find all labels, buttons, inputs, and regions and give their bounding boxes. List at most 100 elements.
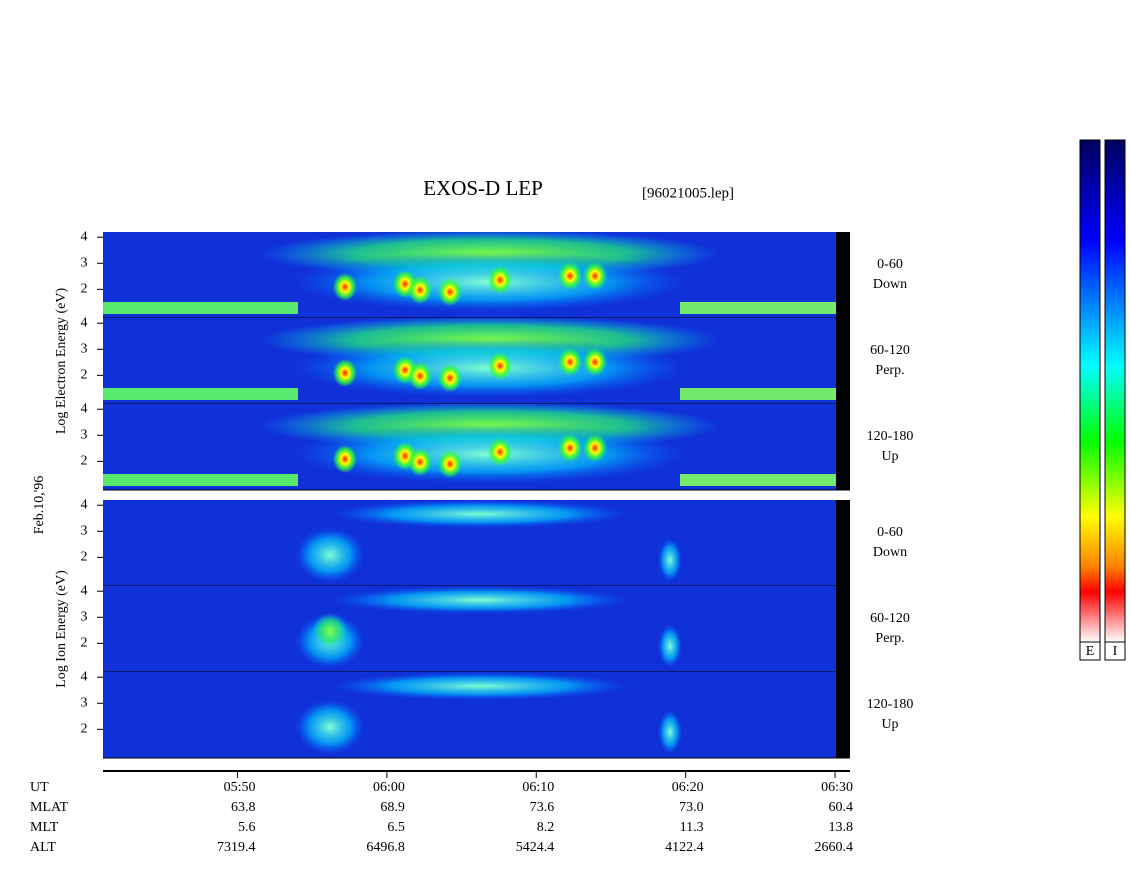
y-tick-label: 4 (81, 315, 88, 330)
ephemeris-value: 2660.4 (815, 840, 854, 855)
spectrogram-edge (836, 404, 850, 490)
ephemeris-value: 6.5 (387, 820, 405, 835)
feature (333, 273, 357, 301)
feature (312, 613, 348, 649)
colorbar (1104, 139, 1126, 643)
x-tick-label: 06:30 (821, 780, 853, 795)
feature (330, 500, 630, 528)
feature (438, 364, 462, 392)
y-tick-label: 4 (81, 401, 88, 416)
colorbar-label: E (1086, 644, 1095, 659)
ephemeris-value: 5424.4 (516, 840, 555, 855)
ephemeris-label: ALT (30, 840, 56, 855)
direction-label: Perp. (875, 631, 904, 646)
title: EXOS-D LEP (423, 176, 543, 200)
feature (658, 538, 682, 582)
y-tick-label: 4 (81, 583, 88, 598)
feature (333, 359, 357, 387)
low-energy-band (103, 474, 298, 486)
y-tick-label: 4 (81, 497, 88, 512)
y-tick-label: 2 (81, 550, 88, 565)
ephemeris-value: 60.4 (829, 800, 854, 815)
pitch-label: 60-120 (870, 343, 910, 358)
colorbar (1079, 139, 1101, 643)
x-tick-label: 06:00 (373, 780, 405, 795)
y-tick-label: 2 (81, 454, 88, 469)
feature (488, 438, 512, 466)
feature (333, 445, 357, 473)
filename: [96021005.lep] (642, 185, 734, 201)
ephemeris-value: 68.9 (380, 800, 405, 815)
direction-label: Down (873, 545, 907, 560)
feature (658, 624, 682, 668)
pitch-label: 120-180 (867, 697, 914, 712)
spectrogram-edge (836, 232, 850, 318)
ephemeris-value: 73.6 (530, 800, 555, 815)
y-tick-label: 3 (81, 255, 88, 270)
direction-label: Up (881, 717, 898, 732)
ephemeris-value: 73.0 (679, 800, 704, 815)
x-tick-label: 06:20 (672, 780, 704, 795)
feature (558, 262, 582, 290)
ephemeris-value: 8.2 (537, 820, 555, 835)
feature (330, 586, 630, 614)
direction-label: Perp. (875, 363, 904, 378)
x-tick-label: 05:50 (224, 780, 256, 795)
ephemeris-value: 5.6 (238, 820, 256, 835)
y-tick-label: 3 (81, 523, 88, 538)
date-label: Feb.10,'96 (32, 476, 47, 535)
y-tick-label: 4 (81, 669, 88, 684)
spectrogram-features (103, 404, 836, 486)
spectrogram-edge (836, 672, 850, 758)
spectrogram-edge (836, 500, 850, 586)
spectrogram-features (103, 318, 836, 400)
feature (583, 262, 607, 290)
feature (408, 276, 432, 304)
ephemeris-value: 4122.4 (665, 840, 704, 855)
ephemeris-label: MLAT (30, 800, 69, 815)
spectrogram-features (295, 672, 682, 755)
y-tick-label: 2 (81, 368, 88, 383)
spectrogram-features (295, 586, 682, 669)
y-tick-label: 3 (81, 427, 88, 442)
feature (558, 348, 582, 376)
spectrogram-features (103, 232, 836, 314)
feature (658, 710, 682, 754)
ephemeris-value: 6496.8 (366, 840, 405, 855)
low-energy-band (103, 302, 298, 314)
feature (438, 278, 462, 306)
spectrogram-edge (836, 318, 850, 404)
feature (408, 448, 432, 476)
y-tick-label: 3 (81, 341, 88, 356)
ephemeris-value: 11.3 (680, 820, 704, 835)
y-axis-label: Log Electron Energy (eV) (54, 288, 69, 435)
ephemeris-label: MLT (30, 820, 59, 835)
direction-label: Up (881, 449, 898, 464)
feature (295, 527, 365, 583)
low-energy-band (680, 302, 836, 314)
y-tick-label: 4 (81, 229, 88, 244)
colorbar-label: I (1113, 644, 1118, 659)
pitch-label: 0-60 (877, 257, 903, 272)
feature (488, 352, 512, 380)
low-energy-band (103, 388, 298, 400)
direction-label: Down (873, 277, 907, 292)
feature (295, 699, 365, 755)
feature (583, 434, 607, 462)
y-tick-label: 3 (81, 609, 88, 624)
feature (488, 266, 512, 294)
feature (558, 434, 582, 462)
feature (583, 348, 607, 376)
colorbar-label-box (1079, 641, 1101, 661)
ephemeris-value: 13.8 (829, 820, 854, 835)
ephemeris-value: 63.8 (231, 800, 256, 815)
spectrogram-edge (836, 586, 850, 672)
ephemeris-value: 7319.4 (217, 840, 256, 855)
low-energy-band (680, 474, 836, 486)
pitch-label: 60-120 (870, 611, 910, 626)
pitch-label: 120-180 (867, 429, 914, 444)
x-tick-label: 06:10 (522, 780, 554, 795)
feature (438, 450, 462, 478)
y-tick-label: 3 (81, 695, 88, 710)
